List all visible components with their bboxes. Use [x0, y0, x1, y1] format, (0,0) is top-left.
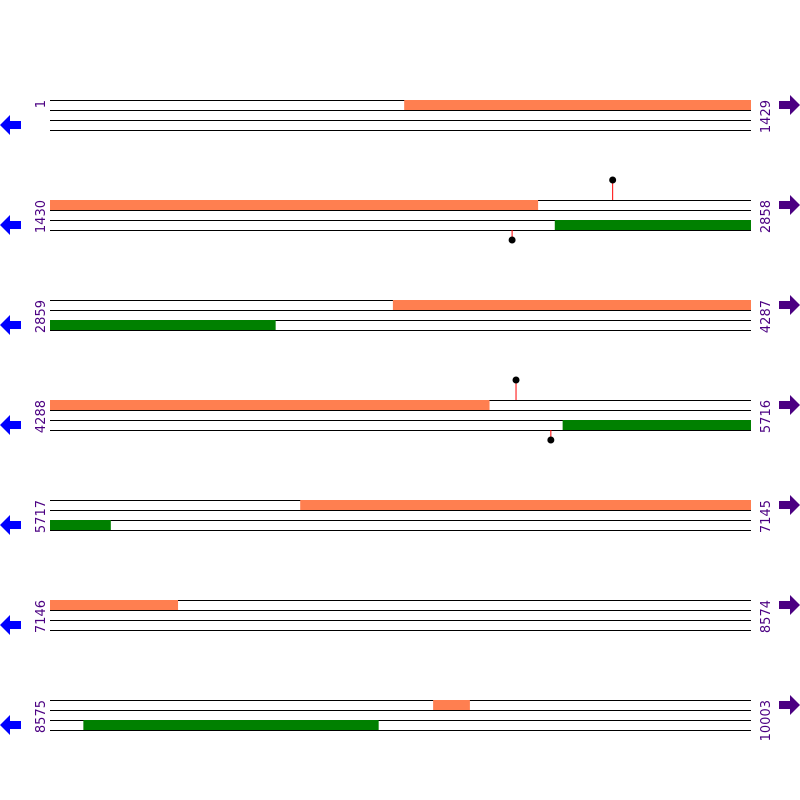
arrow-right-icon: [779, 695, 800, 715]
reverse-feature-bar: [554, 220, 751, 230]
start-position-label: 8575: [34, 700, 49, 733]
forward-feature-bar: [392, 300, 751, 310]
forward-feature-bar: [50, 400, 490, 410]
forward-feature-bar: [300, 500, 751, 510]
reverse-feature-bar: [50, 520, 111, 530]
arrow-right-icon: [779, 495, 800, 515]
arrow-left-icon: [0, 215, 21, 235]
end-position-label: 5716: [759, 400, 774, 433]
forward-feature-bar: [433, 700, 470, 710]
reverse-feature-bar: [562, 420, 751, 430]
arrow-right-icon: [779, 595, 800, 615]
arrow-left-icon: [0, 315, 21, 335]
forward-feature-bar: [404, 100, 751, 110]
forward-feature-bar: [50, 200, 539, 210]
arrow-right-icon: [779, 195, 800, 215]
start-position-label: 4288: [34, 400, 49, 433]
arrow-right-icon: [779, 395, 800, 415]
arrow-left-icon: [0, 615, 21, 635]
end-position-label: 4287: [759, 300, 774, 333]
arrow-left-icon: [0, 415, 21, 435]
marker-dot: [609, 176, 617, 184]
marker-dot: [547, 436, 555, 444]
reverse-feature-bar: [50, 320, 276, 330]
arrow-left-icon: [0, 715, 21, 735]
end-position-label: 1429: [759, 100, 774, 133]
arrow-left-icon: [0, 115, 21, 135]
end-position-label: 10003: [759, 700, 774, 741]
start-position-label: 5717: [34, 500, 49, 533]
forward-feature-bar: [50, 600, 179, 610]
start-position-label: 1: [34, 100, 49, 108]
arrow-right-icon: [779, 295, 800, 315]
marker-dot: [508, 236, 516, 244]
reverse-feature-bar: [83, 720, 379, 730]
start-position-label: 2859: [34, 300, 49, 333]
start-position-label: 1430: [34, 200, 49, 233]
marker-dot: [512, 376, 520, 384]
end-position-label: 8574: [759, 600, 774, 633]
end-position-label: 7145: [759, 500, 774, 533]
start-position-label: 7146: [34, 600, 49, 633]
arrow-right-icon: [779, 95, 800, 115]
end-position-label: 2858: [759, 200, 774, 233]
arrow-left-icon: [0, 515, 21, 535]
